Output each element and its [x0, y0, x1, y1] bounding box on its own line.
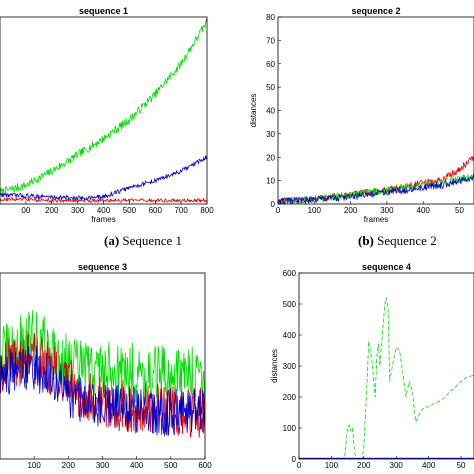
y-axis-label: distances [249, 94, 258, 128]
y-axis-label: distances [270, 349, 279, 383]
y-tick-label: 600 [283, 269, 297, 278]
x-axis-label: frames [91, 215, 115, 224]
series-line-0 [299, 297, 474, 459]
x-tick-label: 200 [62, 461, 76, 470]
x-tick-label: 0 [276, 206, 281, 215]
x-tick-label: 0 [297, 461, 302, 470]
chart-p1: 00 200 300 400 500 600 700 800 sequence 1 frames [0, 6, 214, 224]
x-tick-label: 500 [164, 461, 178, 470]
x-tick-label: 100 [308, 206, 322, 215]
y-tick-label: 300 [283, 362, 297, 371]
x-tick-label: 200 [45, 206, 59, 215]
x-tick-label: 300 [390, 461, 404, 470]
x-tick-label: 300 [96, 461, 110, 470]
series-line-2 [0, 345, 205, 437]
caption-sequence-1: (a) Sequence 1 [104, 233, 182, 249]
chart-title: sequence 4 [362, 262, 411, 272]
caption-sequence-2: (b) Sequence 2 [358, 233, 437, 249]
x-axis-label: frames [364, 215, 388, 224]
y-tick-label: 80 [266, 13, 275, 22]
x-tick-label: 400 [422, 461, 436, 470]
y-tick-label: 30 [266, 130, 275, 139]
series-group [299, 297, 474, 459]
x-tick-label: 50 [455, 206, 464, 215]
series-line-2 [278, 174, 474, 204]
x-tick-label: 100 [325, 461, 339, 470]
x-tick-label: 400 [97, 206, 111, 215]
x-tick-label: 500 [123, 206, 137, 215]
x-tick-label: 300 [380, 206, 394, 215]
y-tick-label: 20 [266, 153, 275, 162]
y-tick-label: 60 [266, 60, 275, 69]
chart-p3: 100 200 300 400 500 600 sequence 3 [0, 262, 212, 470]
chart-p2: 0 100 200 300 400 5001020304050607080sequence… [249, 6, 474, 224]
y-tick-label: 40 [266, 107, 275, 116]
y-tick-label: 70 [266, 36, 275, 45]
x-tick-label: 00 [21, 206, 30, 215]
y-tick-label: 50 [266, 83, 275, 92]
x-tick-label: 200 [357, 461, 371, 470]
chart-title: sequence 3 [78, 262, 127, 272]
plot-frame [298, 272, 474, 460]
x-tick-label: 400 [130, 461, 144, 470]
x-tick-label: 400 [417, 206, 431, 215]
chart-title: sequence 1 [79, 6, 128, 16]
series-group [0, 309, 205, 438]
y-tick-label: 200 [283, 393, 297, 402]
plot-frame [277, 16, 474, 205]
caption-letter: (b) [358, 233, 374, 248]
series-line-1 [278, 173, 474, 204]
x-tick-label: 200 [344, 206, 358, 215]
caption-letter: (a) [104, 233, 120, 248]
series-group [278, 155, 474, 204]
plot-frame [0, 16, 208, 205]
y-tick-label: 100 [283, 424, 297, 433]
y-tick-label: 10 [266, 177, 275, 186]
y-tick-label: 0 [271, 200, 276, 209]
series-line-1 [0, 155, 207, 201]
caption-text: Sequence 1 [119, 233, 182, 248]
y-tick-label: 0 [292, 455, 297, 464]
x-tick-label: 600 [198, 461, 212, 470]
x-tick-label: 800 [200, 206, 214, 215]
x-tick-label: 100 [27, 461, 41, 470]
chart-title: sequence 2 [351, 6, 400, 16]
x-tick-label: 700 [174, 206, 188, 215]
series-line-0 [0, 18, 207, 196]
x-tick-label: 600 [149, 206, 163, 215]
series-group [0, 18, 207, 203]
x-tick-label: 50 [457, 461, 466, 470]
y-tick-label: 500 [283, 300, 297, 309]
caption-text: Sequence 2 [373, 233, 437, 248]
chart-p4: 0 100 200 300 400 500100200300400500600sequen… [270, 262, 474, 470]
y-tick-label: 400 [283, 331, 297, 340]
x-tick-label: 300 [71, 206, 85, 215]
series-line-0 [278, 155, 474, 204]
